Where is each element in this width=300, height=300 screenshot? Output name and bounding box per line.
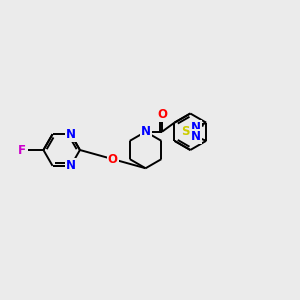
Text: N: N [141, 125, 151, 138]
Text: N: N [190, 130, 201, 143]
Text: N: N [66, 159, 76, 172]
Text: O: O [157, 108, 167, 121]
Text: S: S [181, 125, 189, 138]
Text: F: F [18, 143, 26, 157]
Text: N: N [190, 121, 201, 134]
Text: O: O [108, 153, 118, 166]
Text: N: N [66, 128, 76, 141]
